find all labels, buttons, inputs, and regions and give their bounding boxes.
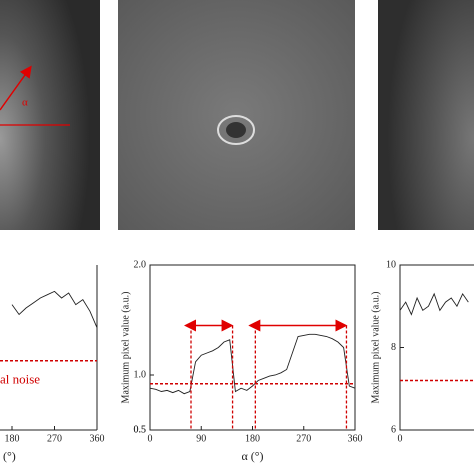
x-tick-label: 180: [5, 433, 20, 444]
angle-label: α: [22, 97, 28, 109]
threshold-label: al noise: [0, 372, 40, 387]
x-tick-label: 360: [348, 433, 363, 444]
y-tick-label: 0.5: [134, 424, 147, 435]
image-right: [378, 0, 474, 230]
y-tick-label: 6: [391, 424, 396, 435]
plot-frame: [399, 264, 474, 431]
x-tick-label: 270: [47, 433, 62, 444]
x-axis-label: (°): [3, 449, 16, 463]
ring-core: [226, 122, 246, 138]
y-tick-label: 8: [391, 342, 396, 353]
x-tick-label: 0: [398, 433, 403, 444]
x-tick-label: 360: [90, 433, 105, 444]
data-line: [399, 292, 469, 316]
image-middle: [118, 0, 355, 230]
arrow: [0, 65, 32, 111]
x-tick-label: 180: [245, 433, 260, 444]
y-axis-label: Maximum pixel value (a.u.): [120, 292, 131, 404]
y-tick-label: 10: [386, 259, 396, 270]
y-tick-label: 2.0: [134, 259, 147, 270]
y-axis-label: Maximum pixel value (a.u.): [370, 292, 381, 404]
y-tick-label: 1.0: [134, 369, 147, 380]
x-tick-label: 0: [148, 433, 153, 444]
data-line: [11, 290, 98, 328]
y-tick-label: 0.5: [134, 424, 147, 435]
x-tick-label: 270: [296, 433, 311, 444]
data-line: [149, 333, 356, 395]
x-tick-label: 90: [196, 433, 206, 444]
image-left: [0, 0, 100, 230]
x-axis-label: α (°): [241, 449, 263, 463]
plot-frame: [149, 264, 356, 431]
ring: [217, 115, 255, 145]
